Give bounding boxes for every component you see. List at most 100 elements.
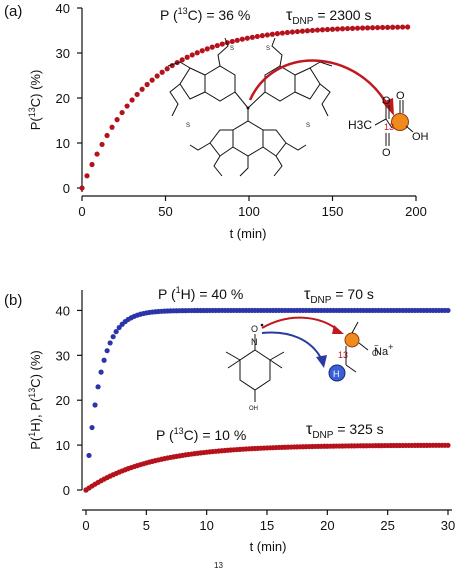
panel-a-y-tick-label: 30 (56, 46, 70, 61)
trityl-sulfur-3: S (186, 123, 190, 129)
panel-a-red-data-point (289, 29, 296, 35)
panel-a-red-data-point (380, 24, 386, 31)
panel-a-red-data-point (209, 44, 215, 50)
panel-a-x-label: t (min) (230, 226, 267, 241)
panel-a-red-data-point (405, 24, 411, 30)
panel-b-y-tick-label: 40 (56, 303, 70, 318)
panel-a-red-data-point (114, 117, 120, 123)
panel-a-red-data-point (334, 26, 341, 32)
panel-b-blue-data-point (113, 329, 119, 335)
panel-a-y-label: P(13C) (%) (27, 70, 43, 131)
panel-b-h-label: H (333, 369, 340, 379)
panel-b-y-label: P(1H), P(13C) (%) (27, 350, 43, 450)
sodium-label: Na+ (374, 342, 393, 358)
panel-b-x-tick-label: 25 (380, 518, 394, 533)
panel-a-red-data-point (234, 37, 240, 43)
panel-a-red-data-point (329, 26, 336, 32)
panel-b-blue-data-point (107, 340, 113, 346)
sodium-pyruvate-structure: 13 O − Na+ H (328, 321, 393, 382)
panel-a-red-data-point (259, 33, 265, 39)
panel-b-blue-arrow (261, 331, 323, 361)
panel-b: (b) 0 5 10 15 20 25 30 0 10 20 30 40 t (min) P(1H)… (4, 285, 455, 554)
panel-b-blue-data-point (89, 424, 95, 431)
panel-a-y-tick-label: 40 (56, 1, 70, 16)
panel-b-y-tick-label: 20 (56, 393, 70, 408)
panel-a-red-data-point (179, 57, 185, 63)
panel-b-y-tick-label: 10 (56, 438, 70, 453)
panel-a-red-data-point (249, 34, 255, 40)
panel-a-red-data-point (129, 97, 135, 103)
panel-b-data-points (83, 307, 451, 493)
panel-b-c-tau-label: τDNP = 325 s (306, 421, 384, 441)
panel-a-red-data-point (359, 25, 366, 31)
panel-a: (a) 0 50 100 150 200 0 10 20 30 40 t (min) P(13C… (4, 1, 429, 241)
pyruvic-ketone-o: O (382, 147, 391, 159)
panel-b-red-data-point (445, 442, 451, 448)
panel-b-blue-data-point (95, 384, 101, 390)
panel-a-red-data-point (199, 48, 205, 54)
panel-a-red-data-point (304, 28, 311, 34)
panel-a-data-points (79, 24, 411, 191)
panel-a-red-data-point (284, 29, 291, 36)
panel-a-y-tick-label: 0 (63, 181, 70, 196)
panel-a-y-tick-label: 20 (56, 91, 70, 106)
panel-b-blue-data-point (98, 369, 104, 375)
panel-a-red-data-point (229, 38, 235, 45)
panel-a-red-data-point (274, 31, 280, 37)
panel-a-x-tick-label: 50 (158, 204, 172, 219)
nitroxide-o-label: O (251, 324, 258, 334)
panel-b-y-tick-label: 30 (56, 348, 70, 363)
trityl-sulfur-2: S (266, 46, 270, 52)
panel-a-polarization-label: P (13C) = 36 % (160, 6, 250, 23)
panel-a-red-data-point (189, 52, 195, 58)
panel-a-red-data-point (385, 24, 391, 30)
panel-b-label: (b) (4, 292, 22, 309)
panel-a-red-data-point (344, 25, 351, 32)
panel-a-red-data-point (119, 109, 125, 116)
panel-b-x-label: t (min) (250, 539, 287, 554)
panel-b-h-tau-label: τDNP = 70 s (304, 286, 374, 306)
panel-a-red-data-point (390, 24, 396, 30)
panel-a-red-data-point (164, 66, 170, 72)
trityl-sulfur-4: S (306, 123, 310, 129)
panel-a-red-data-point (374, 24, 381, 31)
pyruvic-h3c-label: H3C (348, 118, 372, 132)
panel-a-x-tick-label: 200 (405, 204, 427, 219)
panel-a-transfer-arrow (248, 59, 390, 107)
panel-b-x-tick-label: 30 (441, 518, 455, 533)
panel-b-x-tick-label: 10 (199, 518, 213, 533)
panel-a-red-data-point (134, 91, 140, 98)
panel-a-red-data-point (154, 73, 160, 79)
panel-b-blue-data-point (104, 348, 110, 354)
pyruvic-acid-structure: H3C O 13 O OH O (348, 90, 429, 159)
panel-b-blue-data-point (101, 357, 107, 363)
panel-a-x-tick-label: 100 (238, 204, 260, 219)
panel-a-red-data-point (309, 27, 316, 34)
panel-a-red-data-point (244, 35, 250, 41)
panel-a-red-data-point (159, 69, 165, 75)
panel-b-x-tick-label: 0 (82, 518, 89, 533)
panel-b-y-ticks: 0 10 20 30 40 (56, 303, 82, 498)
caption-fragment: 13 (214, 561, 223, 569)
proton-highlight-marker (328, 364, 346, 382)
panel-a-red-data-point (104, 132, 110, 139)
panel-a-red-data-point (264, 32, 270, 38)
panel-a-red-data-point (299, 28, 306, 34)
nitroxide-n-label: N (251, 337, 258, 347)
panel-a-red-data-point (109, 124, 115, 130)
pyruvic-acid-o: O (396, 90, 405, 102)
c13-highlight-marker (391, 113, 409, 131)
panel-a-red-data-point (79, 185, 85, 191)
panel-a-red-data-point (314, 27, 321, 33)
panel-b-blue-data-point (86, 452, 92, 459)
panel-a-arrowhead (382, 98, 394, 116)
panel-a-red-data-point (149, 77, 155, 83)
panel-a-red-data-point (294, 28, 301, 35)
panel-b-c13-marker (344, 332, 360, 348)
panel-a-red-data-point (204, 46, 210, 52)
panel-a-red-data-point (254, 33, 260, 40)
panel-a-red-data-point (124, 103, 130, 109)
panel-b-x-tick-label: 5 (143, 518, 150, 533)
panel-a-red-data-point (239, 36, 245, 42)
